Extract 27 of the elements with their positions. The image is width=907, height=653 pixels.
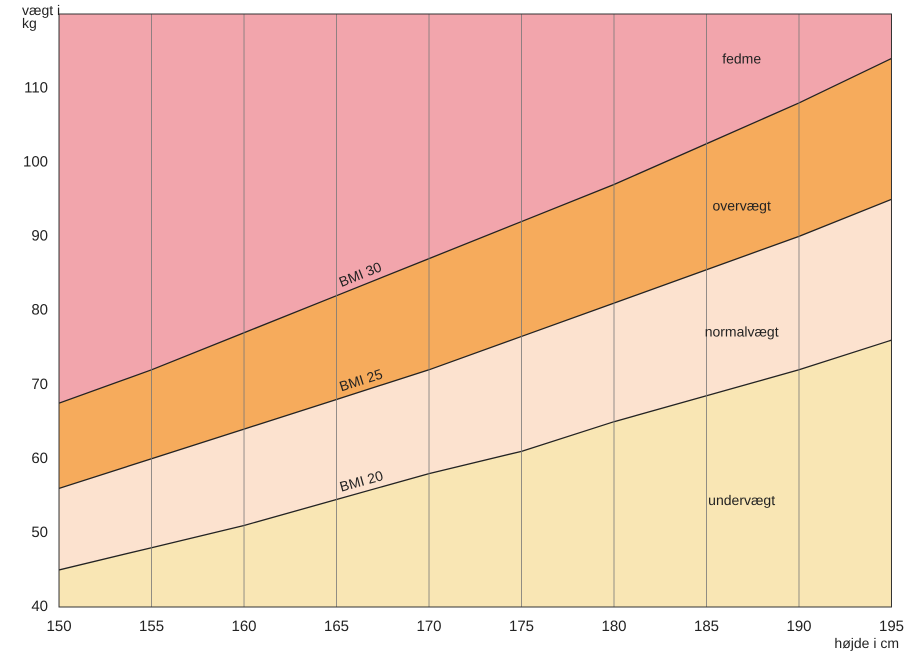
x-tick-label: 180 [601, 618, 627, 636]
text: BMI 30 [336, 258, 384, 290]
text: BMI 25 [337, 365, 385, 394]
y-tick-label: 50 [31, 524, 48, 542]
y-tick-label: 90 [31, 228, 48, 245]
x-tick-label: 175 [508, 618, 534, 636]
x-tick-label: 185 [694, 618, 720, 636]
x-tick-label: 160 [232, 618, 257, 636]
x-tick-label: 150 [46, 618, 72, 636]
annotation: undervægt [708, 492, 776, 508]
y-tick-label: 100 [22, 153, 48, 170]
x-tick-label: 190 [786, 618, 812, 636]
x-tick-label: 195 [878, 618, 904, 636]
text: BMI 20 [338, 467, 385, 495]
annotation: normalvægt [704, 324, 779, 340]
y-tick-label: 70 [31, 376, 48, 393]
x-tick-label: 170 [416, 618, 442, 636]
y-axis-title: vægt i kg [22, 2, 62, 31]
annotation: overvægt [712, 198, 771, 214]
x-tick-label: 165 [324, 618, 350, 636]
y-tick-label: 40 [31, 598, 48, 616]
y-tick-label: 80 [31, 302, 48, 319]
y-tick-label: 60 [31, 450, 48, 467]
x-tick-label: 155 [139, 618, 164, 636]
y-tick-label: 110 [24, 79, 48, 96]
annotation: fedme [722, 50, 762, 66]
x-axis-title: højde i cm [834, 635, 899, 651]
